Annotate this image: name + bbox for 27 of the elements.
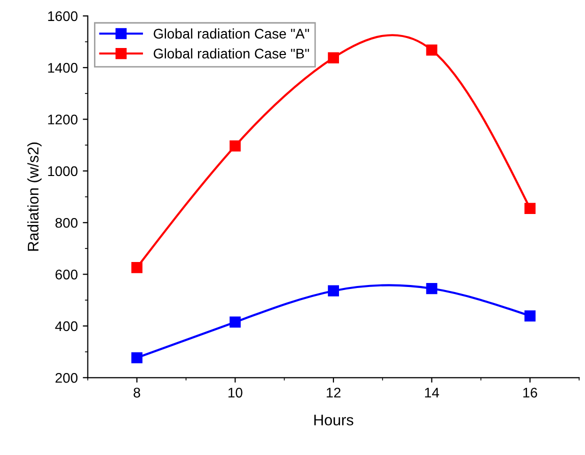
x-tick-label: 14 bbox=[425, 388, 440, 398]
point bbox=[131, 352, 142, 364]
y-axis-title: Radiation (w/s2) bbox=[27, 142, 42, 251]
legend-label: Global radiation Case "B" bbox=[154, 48, 309, 59]
y-tick-label: 1000 bbox=[48, 166, 78, 176]
point bbox=[524, 310, 536, 322]
point bbox=[426, 44, 438, 56]
y-tick-label: 1600 bbox=[48, 11, 78, 22]
point bbox=[131, 262, 142, 274]
y-tick-label: 400 bbox=[55, 321, 78, 332]
legend-label: Global radiation Case "A" bbox=[154, 28, 309, 39]
x-tick-label: 10 bbox=[228, 388, 242, 398]
point bbox=[230, 140, 241, 152]
y-tick-label: 800 bbox=[55, 218, 78, 228]
x-tick-label: 16 bbox=[523, 388, 538, 398]
point bbox=[328, 52, 340, 64]
x-axis-title: Hours bbox=[314, 414, 354, 426]
y-tick-label: 1400 bbox=[48, 62, 78, 73]
point bbox=[230, 316, 241, 328]
x-tick-label: 12 bbox=[326, 388, 340, 398]
point bbox=[328, 285, 340, 296]
x-tick-label: 8 bbox=[134, 388, 140, 398]
point bbox=[524, 202, 536, 214]
y-tick-label: 200 bbox=[56, 372, 78, 383]
y-tick-label: 1200 bbox=[48, 114, 78, 124]
point bbox=[426, 282, 438, 294]
y-tick-label: 600 bbox=[56, 270, 78, 280]
